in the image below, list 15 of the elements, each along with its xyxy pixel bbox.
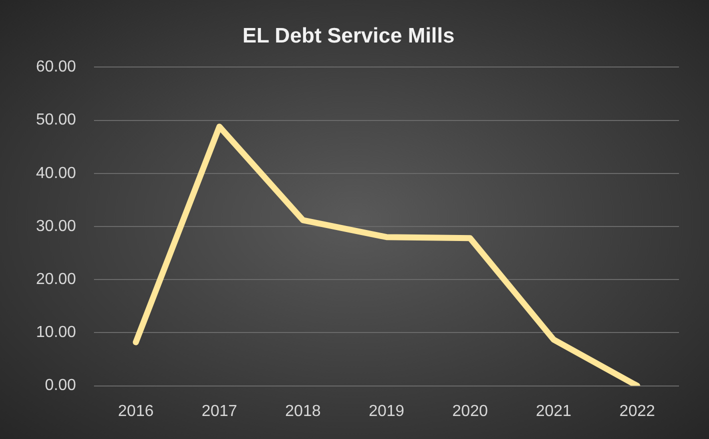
- y-tick-label: 0.00: [44, 377, 76, 394]
- y-tick-label: 20.00: [36, 271, 76, 288]
- y-tick-label: 60.00: [36, 58, 76, 76]
- x-tick-label: 2021: [536, 402, 572, 420]
- x-tick-label: 2019: [368, 402, 404, 420]
- x-tick-label: 2017: [202, 402, 238, 420]
- y-tick-label: 30.00: [36, 218, 76, 235]
- y-tick-label: 10.00: [36, 324, 76, 342]
- chart-title: EL Debt Service Mills: [242, 24, 455, 48]
- x-tick-label: 2016: [118, 402, 154, 420]
- x-tick-label: 2022: [619, 402, 656, 420]
- y-tick-label: 50.00: [36, 112, 76, 129]
- x-tick-label: 2018: [285, 402, 321, 420]
- x-tick-label: 2020: [452, 402, 488, 420]
- y-tick-label: 40.00: [36, 164, 76, 182]
